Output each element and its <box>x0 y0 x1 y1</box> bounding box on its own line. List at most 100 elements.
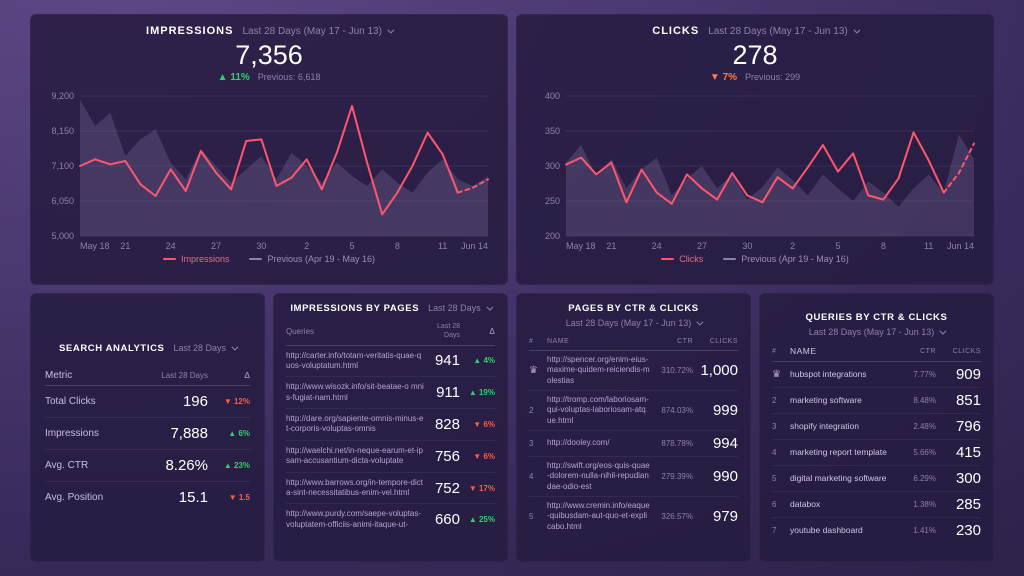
chevron-down-icon <box>853 26 861 34</box>
queries-by-ctr-panel: QUERIES BY CTR & CLICKS Last 28 Days (Ma… <box>759 293 994 562</box>
clicks-delta: ▼ 7% <box>709 72 738 84</box>
line-swatch-icon <box>249 258 263 261</box>
chart-legend: Impressions Previous (Apr 19 - May 16) <box>162 254 375 264</box>
date-range-label: Last 28 Days (May 17 - Jun 13) <box>565 318 692 328</box>
page-link[interactable]: http://waelchi.net/in-neque-earum-et-ips… <box>286 445 423 466</box>
page-link[interactable]: http://dare.org/sapiente-omnis-minus-et-… <box>286 414 424 434</box>
panel-header: CLICKS Last 28 Days (May 17 - Jun 13) <box>652 25 861 37</box>
page-link[interactable]: http://dooley.com/ <box>547 438 610 448</box>
metric-label: Total Clicks <box>45 395 96 407</box>
svg-text:30: 30 <box>256 241 266 251</box>
query-label: marketing software <box>790 394 862 405</box>
panel-title: QUERIES BY CTR & CLICKS <box>805 311 948 323</box>
clicks-chart: 200 250 300 350 400 May 18 21 24 27 30 2 5 8 11 Jun 14 <box>545 91 975 251</box>
impressions-delta: ▲ 11% <box>217 72 250 84</box>
panel-title: PAGES BY CTR & CLICKS <box>568 303 699 314</box>
impressions-value: 660 <box>434 511 460 529</box>
page-link[interactable]: http://swift.org/eos-quis-quae-dolorem-n… <box>547 461 650 491</box>
date-range-selector[interactable]: Last 28 Days (May 17 - Jun 13) <box>772 327 981 337</box>
svg-text:8: 8 <box>881 241 886 251</box>
rank-label: 5 <box>529 512 534 522</box>
svg-text:30: 30 <box>742 241 752 251</box>
table-row: http://www.barrows.org/in-tempore-dicta-… <box>286 473 495 505</box>
date-range-selector[interactable]: Last 28 Days <box>428 303 494 313</box>
table-row: Impressions 7,888 ▲ 6% <box>45 418 250 450</box>
clicks-value: 994 <box>712 435 738 453</box>
date-range-selector[interactable]: Last 28 Days (May 17 - Jun 13) <box>708 26 861 37</box>
table-row: 6 databox 1.38% 285 <box>772 492 981 519</box>
page-link[interactable]: http://www.wisozk.info/sit-beatae-o mnis… <box>286 382 424 402</box>
metric-delta: ▼ 1.5 <box>228 492 250 502</box>
date-range-selector[interactable]: Last 28 Days (May 17 - Jun 13) <box>242 26 395 37</box>
date-range-label: Last 28 Days <box>428 303 481 313</box>
clicks-value: 230 <box>955 522 981 540</box>
metric-delta: ▲ 23% <box>223 460 250 470</box>
impressions-panel: IMPRESSIONS Last 28 Days (May 17 - Jun 1… <box>30 14 508 285</box>
date-range-selector[interactable]: Last 28 Days <box>173 342 239 353</box>
ctr-value: 5.66% <box>913 448 936 458</box>
impressions-previous: Previous: 6,618 <box>257 72 321 83</box>
page-link[interactable]: http://www.cremin.info/eaque-quibusdam-a… <box>547 501 650 531</box>
svg-text:8: 8 <box>395 241 400 251</box>
table-row: http://carter.info/totam-veritatis-quae-… <box>286 346 495 378</box>
metric-delta: ▼ 12% <box>223 396 250 406</box>
page-link[interactable]: http://carter.info/totam-veritatis-quae-… <box>286 350 422 370</box>
delta-row: ▼ 7% Previous: 299 <box>710 72 800 83</box>
ctr-value: 874.03% <box>661 406 693 416</box>
metric-label: Avg. CTR <box>45 459 89 471</box>
metric-label: Impressions <box>45 427 99 439</box>
ctr-value: 1.41% <box>913 526 936 536</box>
delta-value: ▲ 25% <box>468 515 495 525</box>
panel-header: IMPRESSIONS Last 28 Days (May 17 - Jun 1… <box>146 25 395 37</box>
clicks-total: 278 <box>732 40 778 70</box>
svg-text:400: 400 <box>545 91 560 101</box>
query-label: hubspot integrations <box>790 368 867 379</box>
legend-clicks: Clicks <box>661 254 703 264</box>
impressions-by-pages-panel: IMPRESSIONS BY PAGES Last 28 Days Querie… <box>273 293 508 562</box>
table-row: 2 http://tromp.com/laboriosam-qui-volupta… <box>529 391 738 432</box>
query-label: digital marketing software <box>790 472 887 483</box>
table-header: # NAME CTR CLICKS <box>772 341 981 363</box>
rank-label: 3 <box>529 439 534 449</box>
page-link[interactable]: http://spencer.org/enim-eius-maxime-quid… <box>547 355 650 385</box>
ctr-value: 2.48% <box>913 422 936 432</box>
page-link[interactable]: http://www.barrows.org/in-tempore-dicta-… <box>286 477 423 498</box>
column-header: CTR <box>677 338 693 346</box>
delta-value: ▼ 17% <box>468 483 495 493</box>
date-range-selector[interactable]: Last 28 Days (May 17 - Jun 13) <box>529 318 738 328</box>
impressions-value: 828 <box>434 415 460 433</box>
column-header: CTR <box>920 347 936 355</box>
svg-text:Jun 14: Jun 14 <box>947 241 974 251</box>
svg-text:5: 5 <box>835 241 840 251</box>
table-row: http://waelchi.net/in-neque-earum-et-ips… <box>286 441 495 473</box>
metric-delta: ▲ 6% <box>228 428 250 438</box>
svg-text:8,150: 8,150 <box>51 126 74 136</box>
impressions-value: 756 <box>434 447 460 465</box>
panel-title: SEARCH ANALYTICS <box>58 342 165 354</box>
column-header: # <box>772 347 777 355</box>
svg-text:21: 21 <box>120 241 130 251</box>
clicks-previous: Previous: 299 <box>745 72 801 83</box>
rank-label: 3 <box>772 422 777 432</box>
rank-label: 7 <box>772 526 777 536</box>
table-row: 5 digital marketing software 6.29% 300 <box>772 466 981 493</box>
clicks-value: 415 <box>955 444 981 462</box>
svg-text:2: 2 <box>790 241 795 251</box>
date-range-label: Last 28 Days <box>173 342 227 353</box>
svg-text:May 18: May 18 <box>80 241 110 251</box>
line-swatch-icon <box>661 258 675 261</box>
chevron-down-icon <box>939 327 947 335</box>
column-header: NAME <box>547 338 570 345</box>
clicks-value: 851 <box>955 392 981 410</box>
pages-by-ctr-panel: PAGES BY CTR & CLICKS Last 28 Days (May … <box>516 293 751 562</box>
search-analytics-table: Total Clicks 196 ▼ 12% Impressions 7,888 ▲ 6%… <box>45 386 250 513</box>
column-header: # <box>529 338 534 346</box>
svg-text:350: 350 <box>545 126 560 136</box>
legend-previous: Previous (Apr 19 - May 16) <box>249 254 375 264</box>
table-header: Queries Last 28 Days Δ <box>286 320 495 346</box>
page-link[interactable]: http://www.purdy.com/saepe-voluptas-volu… <box>286 509 422 529</box>
clicks-value: 999 <box>712 402 738 420</box>
page-link[interactable]: http://tromp.com/laboriosam-qui-voluptas… <box>547 395 649 425</box>
table-header: Metric Last 28 Days Δ <box>45 366 250 386</box>
